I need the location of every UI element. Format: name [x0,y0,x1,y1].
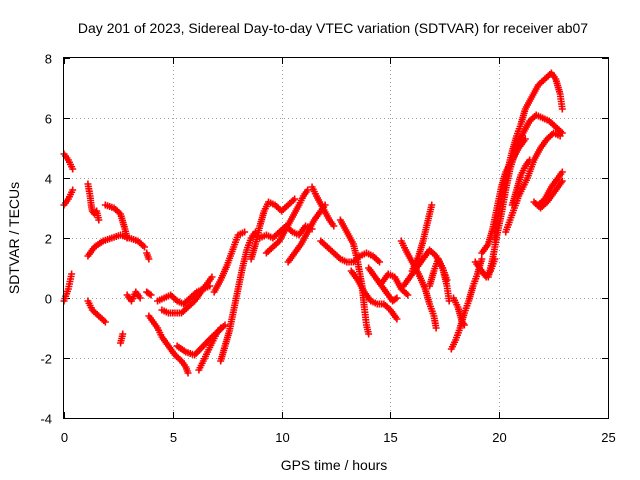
series-track-ac [397,237,440,332]
data-point [145,255,153,263]
series-track-a [60,150,77,173]
data-point [428,201,436,209]
series-track-r [210,228,249,296]
grid [64,58,608,418]
data-point [478,255,486,263]
series-track-an [508,156,534,209]
series-track-af [426,255,453,305]
data-point [558,177,566,185]
data-point [556,132,564,140]
series-track-h [117,330,127,347]
data-point [69,165,77,173]
plot-frame [63,57,609,419]
series-track-n [158,273,216,317]
data-point [208,273,216,281]
series-track-ap [534,168,566,209]
data-point [119,330,127,338]
series-track-u [262,186,312,257]
y-tick-label: 2 [45,232,52,247]
series-track-i [123,288,144,305]
data-point [391,295,399,303]
series-track-d [84,180,103,224]
series-track-k [143,288,155,299]
data-point [393,315,401,323]
series-track-q [217,228,259,365]
data-point [365,330,373,338]
series-track-e [84,231,149,260]
series-track-j [143,249,153,263]
data-point [330,222,338,230]
data-point [404,291,412,299]
data-point [147,291,155,299]
x-tick-label: 15 [383,430,397,445]
data-point [291,195,299,203]
data-point [68,270,76,278]
series-track-w [308,183,338,230]
data-point [376,258,384,266]
y-tick-label: 4 [45,172,52,187]
x-tick-label: 0 [61,430,68,445]
x-tick-label: 5 [170,430,177,445]
data-point [184,369,192,377]
series-track-z [347,267,401,323]
series-track-al [491,69,566,242]
data-point [393,294,401,302]
series-track-am [502,129,564,236]
series-track-ae [408,201,436,275]
chart-title: Day 201 of 2023, Sidereal Day-to-day VTE… [78,20,588,36]
data-point [526,156,534,164]
x-tick-label: 10 [275,430,289,445]
data-point [241,228,249,236]
data-points [60,69,566,377]
x-tick-label: 25 [601,430,615,445]
x-axis-label: GPS time / hours [281,457,388,473]
series-track-s [247,195,299,263]
data-point [95,216,103,224]
series-track-c [60,270,76,305]
series-track-ab [378,270,412,299]
data-point [221,321,229,329]
y-tick-label: 8 [45,52,52,67]
series-track-l [145,312,192,377]
series-track-p [195,324,225,374]
series-track-v [284,201,329,266]
series-track-aa [365,264,401,305]
y-tick-label: -2 [40,352,52,367]
series-track-g [101,201,131,242]
data-point [459,320,467,327]
data-point [141,243,149,251]
series-track-ah [450,294,468,329]
x-tick-label: 20 [492,430,506,445]
data-point [146,290,154,298]
data-point [432,324,440,332]
y-tick-label: -4 [40,412,52,427]
data-point [136,294,144,302]
y-tick-label: 0 [45,292,52,307]
data-point [101,318,109,326]
data-point [460,321,468,329]
series-track-b [60,186,77,209]
y-tick-label: 6 [45,112,52,127]
data-point [558,168,566,176]
series-track-y [336,216,373,338]
series-track-f [84,297,109,326]
data-point [69,186,77,194]
data-point [558,105,566,113]
data-point [123,234,131,242]
data-point [557,179,565,186]
y-axis-label: SDTVAR / TECUs [6,182,22,294]
data-point [217,324,225,332]
